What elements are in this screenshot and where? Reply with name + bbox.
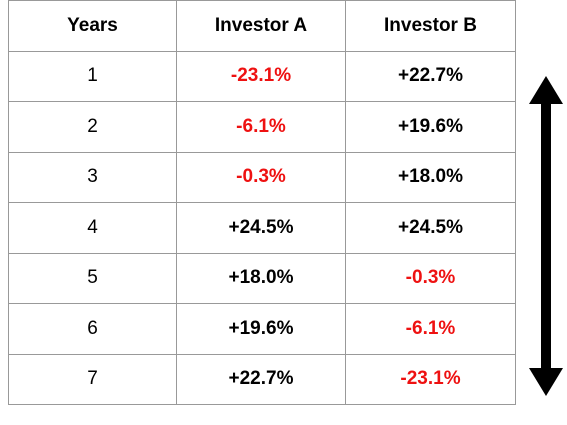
investor-a-return: -23.1% <box>176 50 346 102</box>
investor-b-return: -6.1% <box>345 303 516 355</box>
table-row: 7 +22.7% -23.1% <box>8 353 516 405</box>
header-years: Years <box>8 0 177 52</box>
investor-a-return: +22.7% <box>176 353 346 405</box>
table-row: 3 -0.3% +18.0% <box>8 151 516 203</box>
year-cell: 3 <box>8 151 177 203</box>
returns-table: Years Investor A Investor B 1 -23.1% +22… <box>8 0 516 405</box>
year-cell: 6 <box>8 303 177 355</box>
investor-a-return: +19.6% <box>176 303 346 355</box>
investor-b-return: -23.1% <box>345 353 516 405</box>
investor-b-return: +19.6% <box>345 101 516 153</box>
investor-a-return: +18.0% <box>176 252 346 304</box>
table-row: 6 +19.6% -6.1% <box>8 303 516 355</box>
table-row: 5 +18.0% -0.3% <box>8 252 516 304</box>
table-row: 1 -23.1% +22.7% <box>8 50 516 102</box>
investor-a-return: -0.3% <box>176 151 346 203</box>
investor-b-return: +24.5% <box>345 202 516 254</box>
year-cell: 4 <box>8 202 177 254</box>
double-headed-vertical-arrow-icon <box>529 76 563 396</box>
investor-b-return: -0.3% <box>345 252 516 304</box>
year-cell: 1 <box>8 50 177 102</box>
year-cell: 7 <box>8 353 177 405</box>
header-row: Years Investor A Investor B <box>8 0 516 52</box>
header-investor-a: Investor A <box>176 0 346 52</box>
table-row: 4 +24.5% +24.5% <box>8 202 516 254</box>
investor-b-return: +18.0% <box>345 151 516 203</box>
year-cell: 5 <box>8 252 177 304</box>
investor-b-return: +22.7% <box>345 50 516 102</box>
investor-a-return: +24.5% <box>176 202 346 254</box>
investor-a-return: -6.1% <box>176 101 346 153</box>
header-investor-b: Investor B <box>345 0 516 52</box>
year-cell: 2 <box>8 101 177 153</box>
table-row: 2 -6.1% +19.6% <box>8 101 516 153</box>
